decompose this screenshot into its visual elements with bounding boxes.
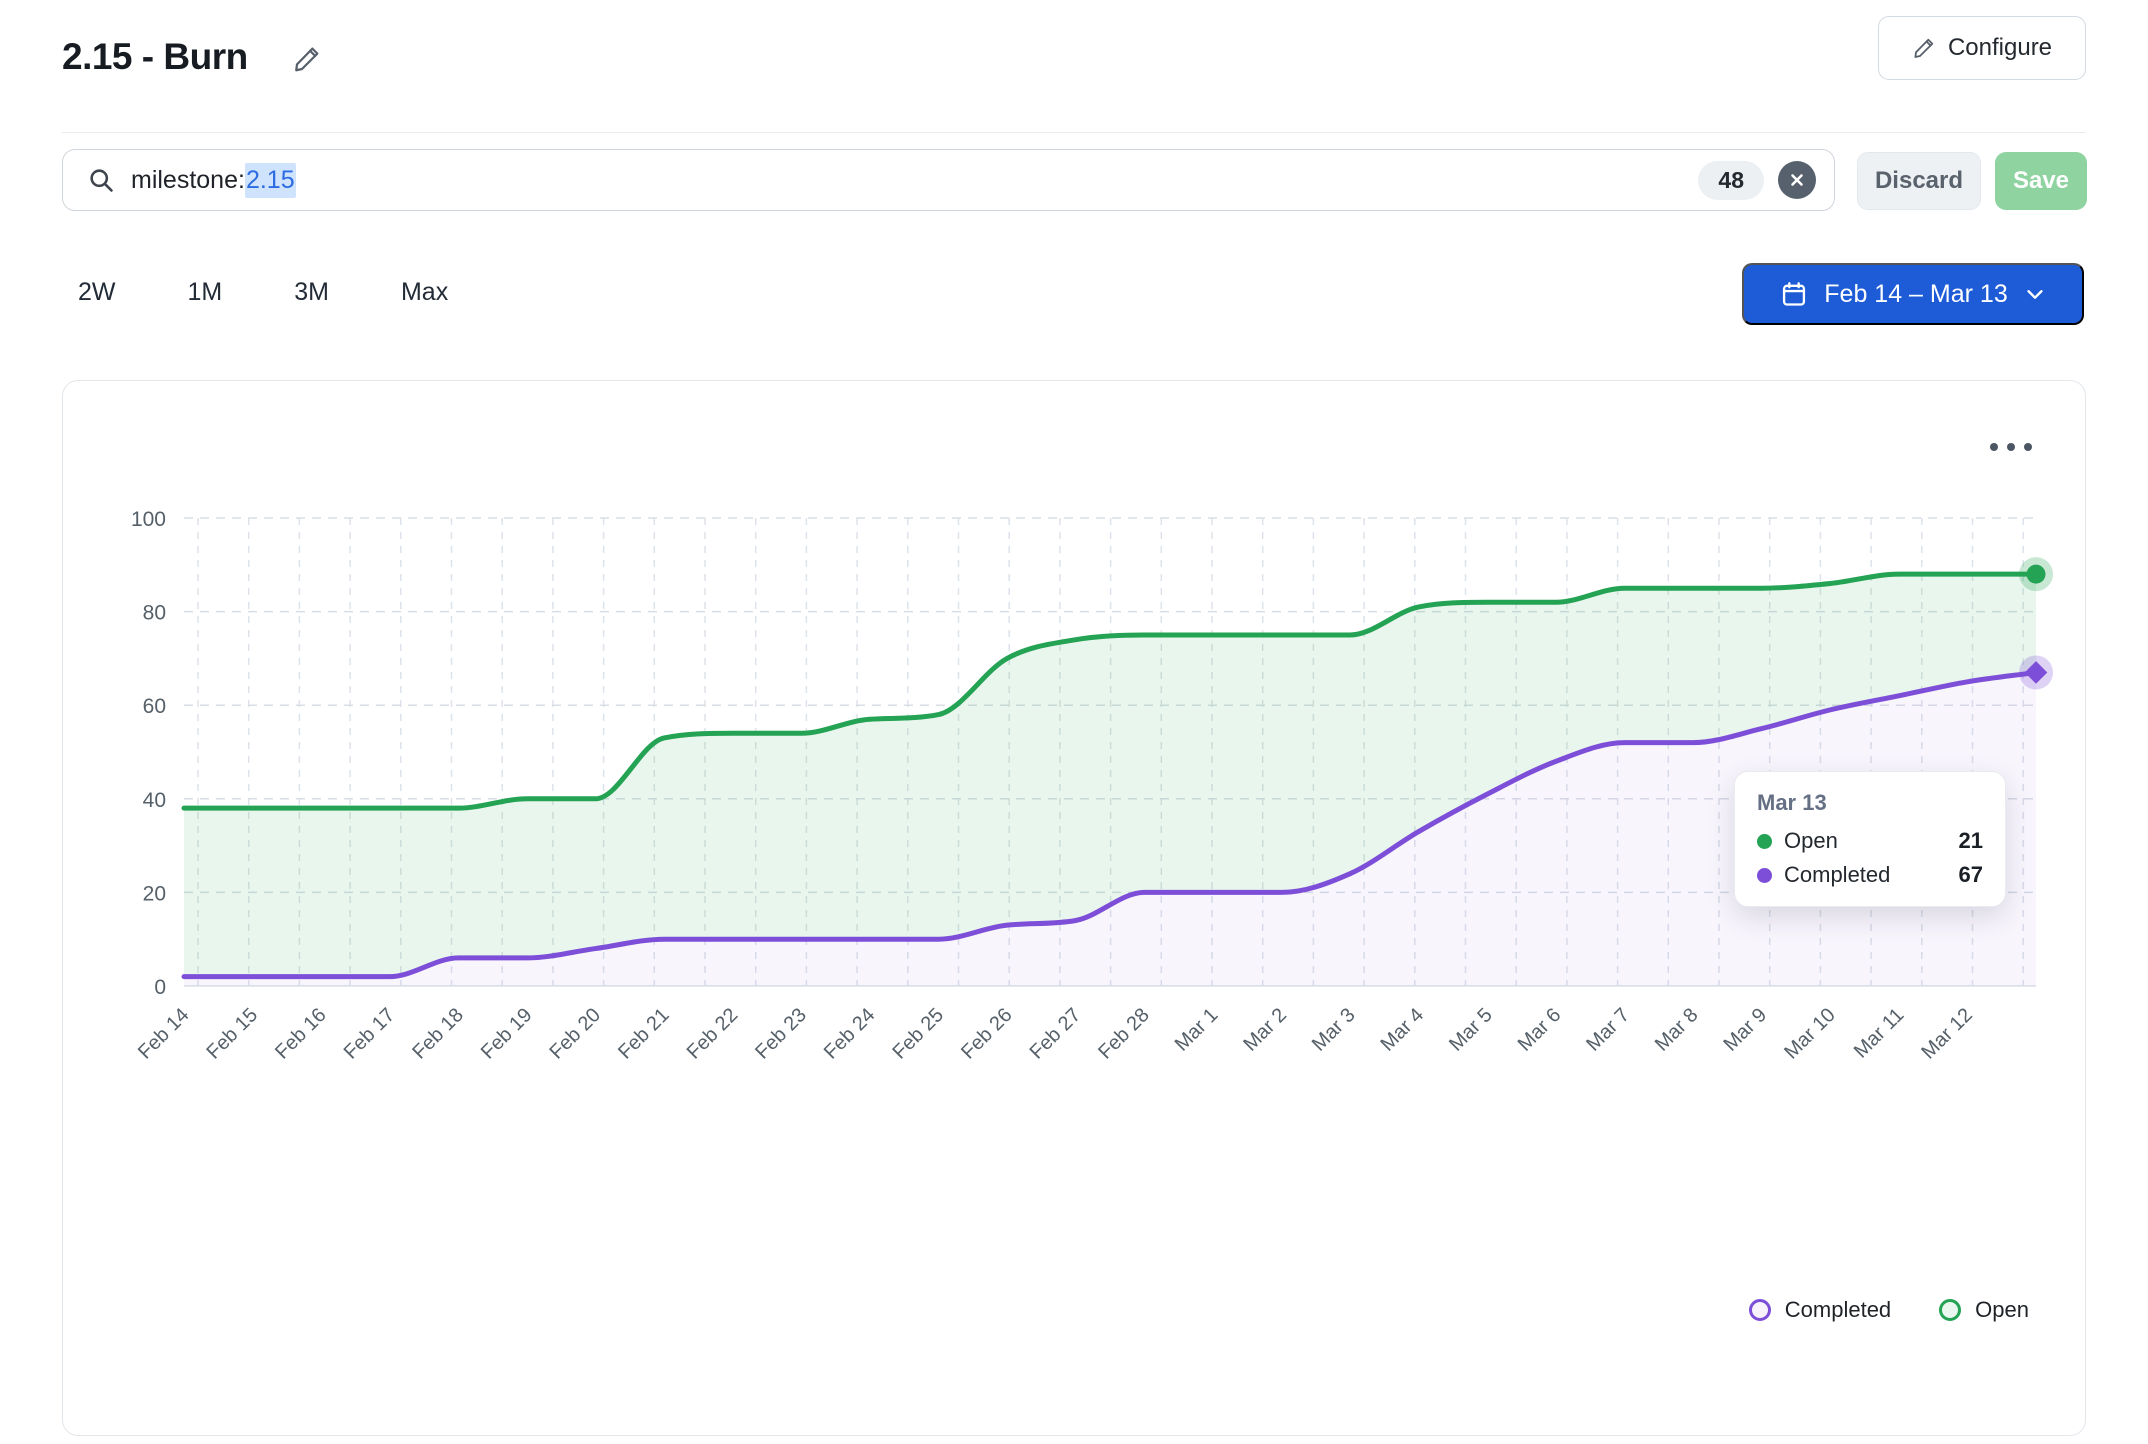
svg-text:Mar 8: Mar 8: [1651, 1004, 1703, 1056]
tooltip-date: Mar 13: [1757, 790, 1827, 815]
clear-query-button[interactable]: [1778, 161, 1816, 199]
chart-tooltip: Mar 13 Open 21 Completed 67: [1734, 771, 2006, 907]
svg-text:Feb 28: Feb 28: [1094, 1004, 1154, 1064]
svg-text:Mar 7: Mar 7: [1582, 1004, 1634, 1056]
legend-item-open[interactable]: Open: [1939, 1297, 2029, 1323]
svg-text:Feb 26: Feb 26: [957, 1004, 1017, 1064]
query-value-selected: 2.15: [244, 162, 296, 198]
svg-text:80: 80: [143, 602, 166, 625]
completed-legend-swatch: [1748, 1299, 1771, 1321]
svg-text:Mar 11: Mar 11: [1850, 1004, 1909, 1063]
svg-text:Mar 9: Mar 9: [1719, 1004, 1771, 1056]
save-button[interactable]: Save: [1995, 152, 2087, 210]
svg-text:Mar 5: Mar 5: [1445, 1004, 1497, 1056]
svg-text:Mar 6: Mar 6: [1514, 1004, 1566, 1056]
svg-text:Mar 12: Mar 12: [1917, 1004, 1977, 1064]
chart-options-ellipsis-icon[interactable]: [1979, 429, 2043, 465]
svg-text:Feb 20: Feb 20: [546, 1004, 606, 1064]
legend-item-completed[interactable]: Completed: [1748, 1297, 1891, 1323]
discard-button[interactable]: Discard: [1857, 152, 1981, 210]
chart-legend: Completed Open: [1748, 1297, 2029, 1323]
filter-query-text: milestone: 2.15: [131, 162, 1698, 198]
svg-text:60: 60: [143, 695, 166, 718]
search-icon: [87, 166, 115, 194]
svg-text:100: 100: [131, 508, 166, 531]
svg-text:Feb 18: Feb 18: [408, 1004, 468, 1064]
svg-text:Feb 22: Feb 22: [683, 1004, 743, 1064]
svg-text:Feb 23: Feb 23: [751, 1004, 811, 1064]
svg-text:Feb 19: Feb 19: [477, 1004, 537, 1064]
date-range-label: Feb 14 – Mar 13: [1824, 279, 2008, 308]
result-count-badge: 48: [1698, 160, 1764, 200]
date-range-picker-button[interactable]: Feb 14 – Mar 13: [1742, 263, 2084, 325]
svg-text:Feb 25: Feb 25: [888, 1004, 948, 1064]
range-option-max[interactable]: Max: [400, 278, 449, 306]
svg-text:Feb 17: Feb 17: [340, 1004, 400, 1064]
time-range-selector: 2W 1M 3M Max: [78, 278, 448, 307]
page-title: 2.15 - Burn: [62, 36, 248, 77]
range-option-3m[interactable]: 3M: [294, 278, 329, 306]
svg-text:Feb 16: Feb 16: [271, 1004, 331, 1064]
edit-title-pencil-icon[interactable]: [292, 44, 322, 74]
tooltip-row-open: Open 21: [1757, 828, 1983, 854]
svg-text:0: 0: [154, 976, 166, 999]
svg-text:Feb 14: Feb 14: [134, 1004, 194, 1064]
query-prefix: milestone:: [131, 165, 245, 194]
configure-label: Configure: [1947, 34, 2053, 61]
chevron-down-icon: [2024, 283, 2046, 305]
svg-text:20: 20: [143, 882, 166, 905]
svg-text:Feb 27: Feb 27: [1026, 1004, 1086, 1064]
svg-text:Feb 24: Feb 24: [820, 1004, 880, 1064]
svg-text:Mar 1: Mar 1: [1171, 1004, 1223, 1056]
svg-text:Feb 15: Feb 15: [203, 1004, 263, 1064]
range-option-2w[interactable]: 2W: [78, 278, 116, 306]
svg-text:Mar 2: Mar 2: [1239, 1004, 1291, 1056]
svg-text:Mar 3: Mar 3: [1308, 1004, 1360, 1056]
header-divider: [62, 132, 2086, 133]
range-option-1m[interactable]: 1M: [187, 278, 223, 306]
svg-text:Mar 4: Mar 4: [1376, 1004, 1428, 1056]
calendar-icon: [1780, 280, 1808, 308]
burn-chart-card: 0 20 40 60 80 100 Feb 14 Feb 15 Feb 16 Feb 17 Feb …: [62, 380, 2086, 1436]
svg-text:Feb 21: Feb 21: [614, 1004, 674, 1064]
svg-text:40: 40: [143, 789, 166, 812]
tooltip-row-completed: Completed 67: [1757, 862, 1983, 888]
filter-query-input[interactable]: milestone: 2.15 48: [62, 149, 1835, 211]
pencil-icon: [1912, 36, 1936, 60]
open-legend-swatch: [1939, 1299, 1962, 1321]
completed-series-dot: [1757, 867, 1772, 883]
open-series-dot: [1757, 833, 1772, 849]
configure-button[interactable]: Configure: [1878, 16, 2086, 80]
svg-text:Mar 10: Mar 10: [1780, 1004, 1840, 1064]
